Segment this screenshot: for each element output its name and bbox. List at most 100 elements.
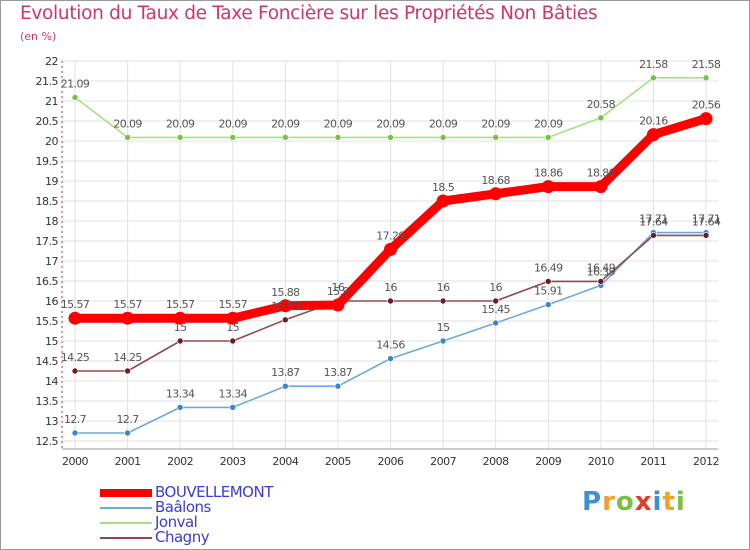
series-ba-lons (71, 229, 710, 437)
x-tick-label: 2012 (693, 455, 719, 468)
data-label: 15.88 (271, 286, 300, 299)
data-point (124, 429, 131, 437)
x-tick-label: 2005 (325, 455, 351, 468)
data-label: 16.39 (587, 265, 616, 278)
y-tick-label: 21 (45, 95, 58, 108)
data-label: 15 (174, 321, 187, 334)
legend-item: Jonval (100, 513, 360, 531)
data-label: 16 (384, 281, 397, 294)
logo-letter: P (582, 487, 603, 517)
data-label: 14.25 (113, 351, 142, 364)
y-tick-label: 14 (45, 375, 58, 388)
data-point (597, 114, 605, 122)
data-label: 16 (332, 281, 345, 294)
data-point (124, 367, 131, 375)
legend-swatch (100, 489, 152, 497)
data-label: 14.25 (61, 351, 90, 364)
data-point (282, 316, 289, 324)
y-tick-label: 17.5 (36, 235, 59, 248)
legend-label: Baâlons (155, 498, 211, 516)
data-label: 15.57 (61, 298, 90, 311)
data-point (71, 94, 79, 101)
data-point (176, 404, 184, 411)
data-label: 20.16 (639, 115, 668, 128)
data-label: 14.56 (376, 339, 405, 352)
legend-item: Chagny (100, 528, 360, 546)
data-label: 15.57 (219, 298, 248, 311)
data-point (68, 311, 82, 325)
data-point (492, 297, 499, 305)
legend-label: Jonval (155, 513, 198, 531)
legend-label: BOUVELLEMONT (155, 483, 273, 501)
logo-letter: i (652, 487, 663, 517)
data-point (597, 278, 605, 285)
data-label: 15 (437, 321, 450, 334)
data-point (439, 337, 447, 345)
data-point (544, 134, 552, 141)
y-tick-label: 19 (45, 175, 58, 188)
data-label: 20.09 (376, 117, 405, 130)
data-label: 16.49 (534, 261, 563, 274)
data-point (387, 134, 394, 141)
data-label: 15 (226, 321, 239, 334)
data-label: 21.09 (61, 77, 90, 90)
data-label: 18.86 (587, 167, 616, 180)
y-tick-label: 14.5 (36, 355, 59, 368)
y-tick-label: 12.5 (36, 435, 59, 448)
data-point (387, 355, 394, 362)
data-point (544, 278, 552, 285)
data-label: 12.7 (117, 413, 140, 426)
data-point (541, 180, 555, 194)
data-point (702, 74, 710, 82)
data-point (492, 319, 499, 327)
data-label: 16.49 (587, 261, 616, 274)
data-label: 15.53 (271, 300, 300, 313)
data-label: 15.91 (534, 285, 563, 298)
legend-item: Baâlons (100, 498, 360, 516)
data-label: 12.7 (64, 413, 87, 426)
data-point (282, 134, 289, 141)
logo-letter: o (615, 487, 635, 517)
data-point (439, 134, 447, 141)
legend-swatch (100, 507, 152, 509)
y-tick-label: 18.5 (36, 195, 59, 208)
data-point (71, 429, 79, 437)
data-point (282, 382, 289, 390)
x-tick-label: 2010 (588, 455, 614, 468)
y-tick-label: 13 (45, 415, 58, 428)
x-tick-label: 2011 (640, 455, 666, 468)
chart-subtitle: (en %) (20, 30, 57, 43)
data-point (334, 134, 342, 141)
data-label: 13.87 (271, 366, 300, 379)
data-point (278, 299, 292, 313)
data-point (650, 232, 657, 239)
data-point (594, 180, 608, 194)
data-label: 17.29 (376, 229, 405, 242)
data-label: 17.64 (692, 215, 721, 228)
y-tick-label: 18 (45, 215, 58, 228)
data-label: 17.64 (639, 215, 668, 228)
y-tick-label: 15.5 (36, 315, 59, 328)
chart-title: Evolution du Taux de Taxe Foncière sur l… (20, 3, 598, 24)
x-tick-label: 2002 (167, 455, 193, 468)
data-label: 20.09 (166, 117, 195, 130)
data-point (334, 382, 342, 390)
data-point (699, 112, 713, 126)
data-label: 20.58 (587, 98, 616, 111)
data-point (331, 298, 345, 312)
data-label: 16 (437, 281, 450, 294)
x-tick-label: 2003 (220, 455, 246, 468)
data-label: 20.09 (534, 117, 563, 130)
y-tick-label: 16 (45, 295, 58, 308)
legend-swatch (100, 537, 152, 539)
data-label: 15.45 (481, 303, 510, 316)
y-tick-label: 20 (45, 135, 58, 148)
data-point (384, 242, 397, 256)
data-point (176, 337, 184, 345)
x-tick-label: 2004 (272, 455, 298, 468)
data-point (492, 134, 499, 141)
x-tick-label: 2008 (483, 455, 509, 468)
data-point (439, 297, 447, 305)
data-point (544, 301, 552, 308)
